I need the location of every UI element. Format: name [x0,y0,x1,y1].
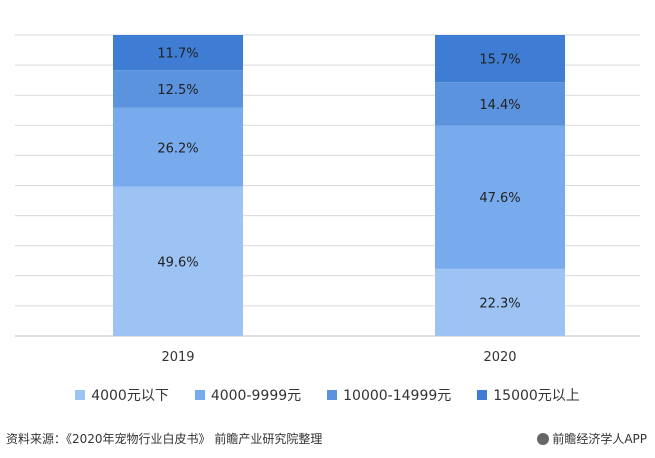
data-label: 26.2% [157,141,198,156]
data-label: 15.7% [479,53,520,68]
data-label: 14.4% [479,98,520,113]
legend-label: 4000-9999元 [210,388,302,404]
source-text: 资料来源：《2020年宠物行业白皮书》 前瞻产业研究院整理 [6,432,323,446]
bar-segment [435,125,565,269]
data-label: 11.7% [157,47,198,62]
legend-label: 15000元以上 [493,388,580,404]
x-tick-label: 2020 [483,350,516,365]
legend-swatch [477,390,488,400]
data-label: 47.6% [479,191,520,206]
bar-segment [435,35,565,83]
legend-item: 4000元以下 [75,385,169,405]
legend: 4000元以下 4000-9999元 10000-14999元 15000元以上 [0,383,655,407]
brand-logo-icon [537,432,550,445]
legend-swatch [75,390,86,400]
legend-item: 10000-14999元 [327,385,451,405]
x-tick-labels: 2019 2020 [161,350,516,365]
bar-segment [435,82,565,126]
legend-item: 15000元以上 [477,385,580,405]
bars [113,35,565,336]
bar-segment [113,35,243,71]
x-tick-label: 2019 [161,350,194,365]
brand: 前瞻经济学人APP [537,430,647,447]
footer: 资料来源：《2020年宠物行业白皮书》 前瞻产业研究院整理 前瞻经济学人APP [0,428,655,448]
chart: 49.6% 26.2% 12.5% 11.7% 22.3% 47.6% 14.4% 15.7%… [15,34,640,365]
legend-swatch [327,390,338,400]
brand-text: 前瞻经济学人APP [552,432,647,446]
data-label: 12.5% [157,83,198,98]
legend-item: 4000-9999元 [194,385,302,405]
bar-segment [113,186,243,336]
bar-segment [435,268,565,336]
legend-label: 10000-14999元 [343,388,452,404]
legend-label: 4000元以下 [91,388,169,404]
data-label: 49.6% [157,255,198,270]
legend-swatch [194,390,205,400]
data-label: 22.3% [479,296,520,311]
bar-segment [113,70,243,108]
data-labels: 49.6% 26.2% 12.5% 11.7% 22.3% 47.6% 14.4% 15.7% [157,47,520,312]
bar-segment [113,107,243,187]
